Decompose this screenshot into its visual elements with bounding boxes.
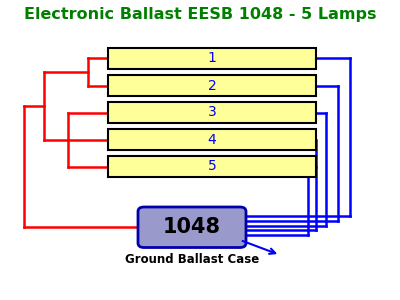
Text: 4: 4 <box>208 133 216 146</box>
FancyBboxPatch shape <box>108 48 316 69</box>
Text: Ground Ballast Case: Ground Ballast Case <box>125 253 259 266</box>
FancyBboxPatch shape <box>108 129 316 150</box>
Text: 3: 3 <box>208 106 216 119</box>
Text: 2: 2 <box>208 79 216 92</box>
Text: Electronic Ballast EESB 1048 - 5 Lamps: Electronic Ballast EESB 1048 - 5 Lamps <box>24 8 376 22</box>
Text: 1: 1 <box>208 52 216 65</box>
Text: 1048: 1048 <box>163 217 221 237</box>
FancyBboxPatch shape <box>108 75 316 96</box>
Text: 5: 5 <box>208 160 216 173</box>
FancyBboxPatch shape <box>108 102 316 123</box>
FancyBboxPatch shape <box>108 156 316 177</box>
FancyBboxPatch shape <box>138 207 246 247</box>
